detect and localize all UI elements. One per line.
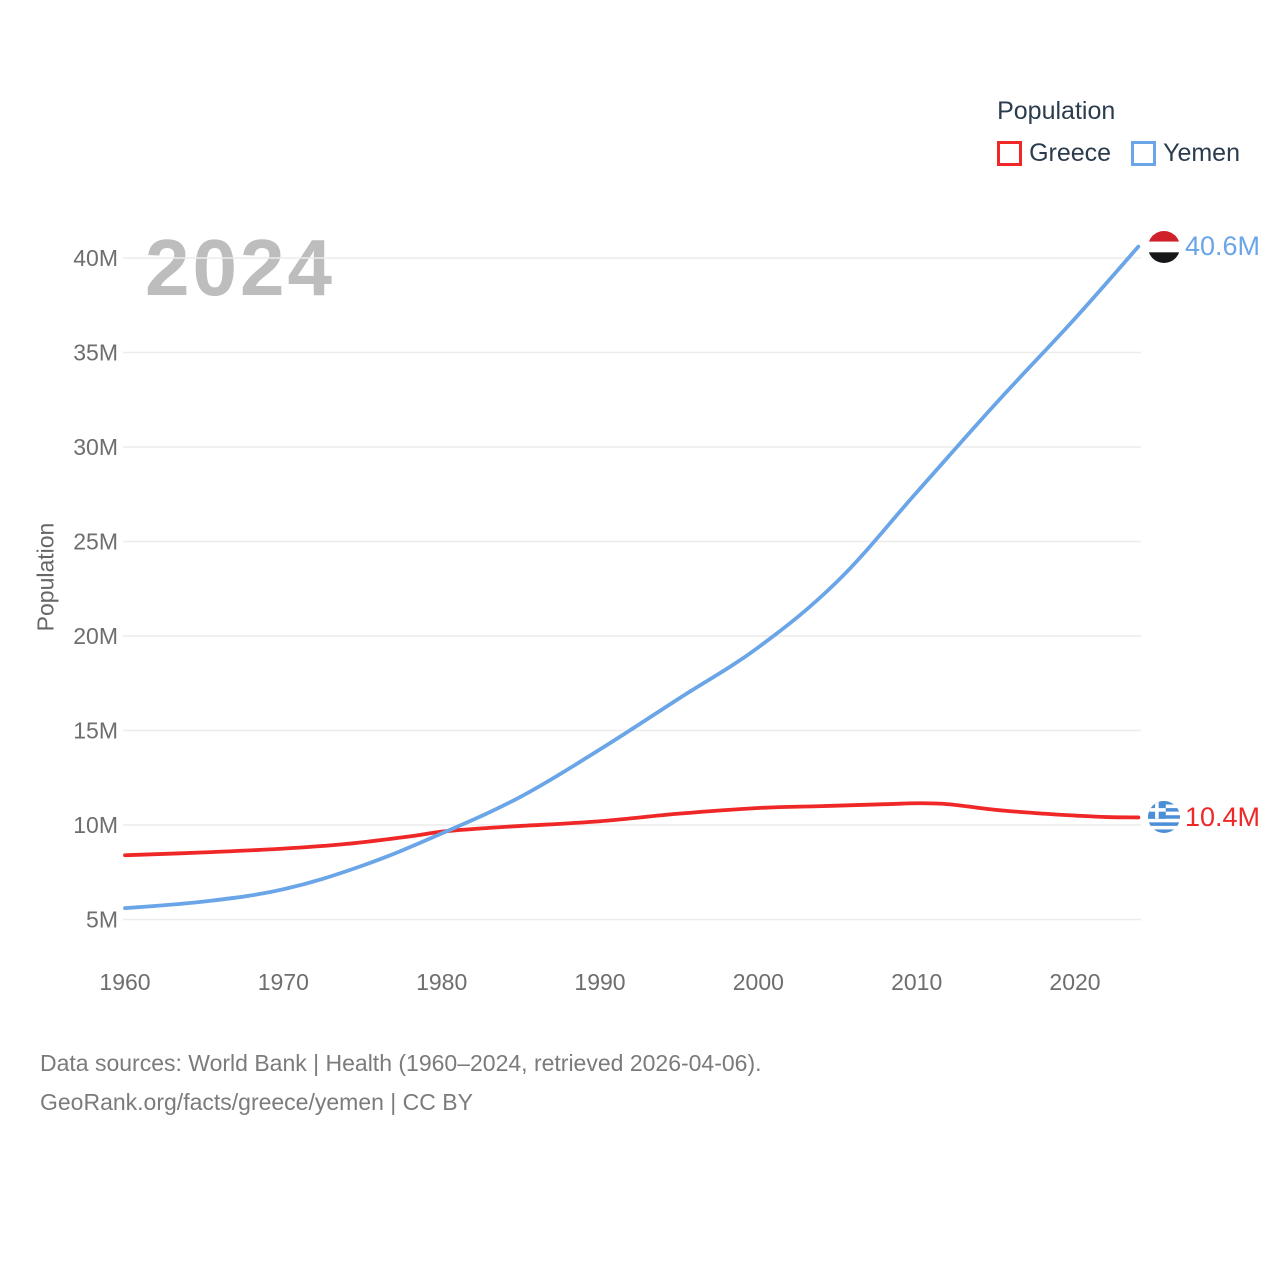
y-tick-label: 40M xyxy=(73,245,118,271)
y-tick-label: 10M xyxy=(73,812,118,838)
yemen-end-value: 40.6M xyxy=(1185,231,1261,262)
legend-item-greece[interactable]: Greece xyxy=(997,139,1111,168)
greece-swatch-icon xyxy=(997,141,1023,166)
y-tick-label: 30M xyxy=(73,434,118,460)
yemen-flag-icon xyxy=(1148,230,1180,263)
x-tick-label: 2000 xyxy=(733,969,784,995)
y-axis-title: Population xyxy=(32,522,59,632)
y-tick-label: 25M xyxy=(73,529,118,555)
footer-sources-line: Data sources: World Bank | Health (1960–… xyxy=(40,1050,762,1076)
greece-end-label: 10.4M xyxy=(1148,801,1261,834)
x-tick-label: 1980 xyxy=(416,969,467,995)
y-tick-label: 15M xyxy=(73,718,118,744)
legend-label-yemen: Yemen xyxy=(1163,139,1240,167)
greece-end-value: 10.4M xyxy=(1185,801,1261,832)
watermark-year: 2024 xyxy=(145,223,335,312)
x-tick-label: 1960 xyxy=(99,969,150,995)
series-line-greece xyxy=(123,801,1141,858)
legend-item-yemen[interactable]: Yemen xyxy=(1131,139,1240,168)
y-tick-label: 35M xyxy=(73,340,118,366)
footer-attribution-line: GeoRank.org/facts/greece/yemen | CC BY xyxy=(40,1089,473,1115)
x-tick-label: 2010 xyxy=(891,969,942,995)
legend-title: Population xyxy=(997,97,1116,125)
legend-label-greece: Greece xyxy=(1029,139,1112,167)
series-line-yemen xyxy=(123,244,1141,911)
y-tick-label: 5M xyxy=(86,907,118,933)
x-tick-label: 1990 xyxy=(574,969,625,995)
legend: Population Greece Yemen xyxy=(997,97,1240,168)
x-tick-label: 1970 xyxy=(258,969,309,995)
greece-flag-icon xyxy=(1148,801,1180,834)
yemen-end-label: 40.6M xyxy=(1148,230,1261,263)
x-tick-label: 2020 xyxy=(1049,969,1100,995)
yemen-swatch-icon xyxy=(1131,141,1157,166)
y-tick-label: 20M xyxy=(73,623,118,649)
legend-items: Greece Yemen xyxy=(997,139,1240,168)
footer: Data sources: World Bank | Health (1960–… xyxy=(40,1044,762,1122)
